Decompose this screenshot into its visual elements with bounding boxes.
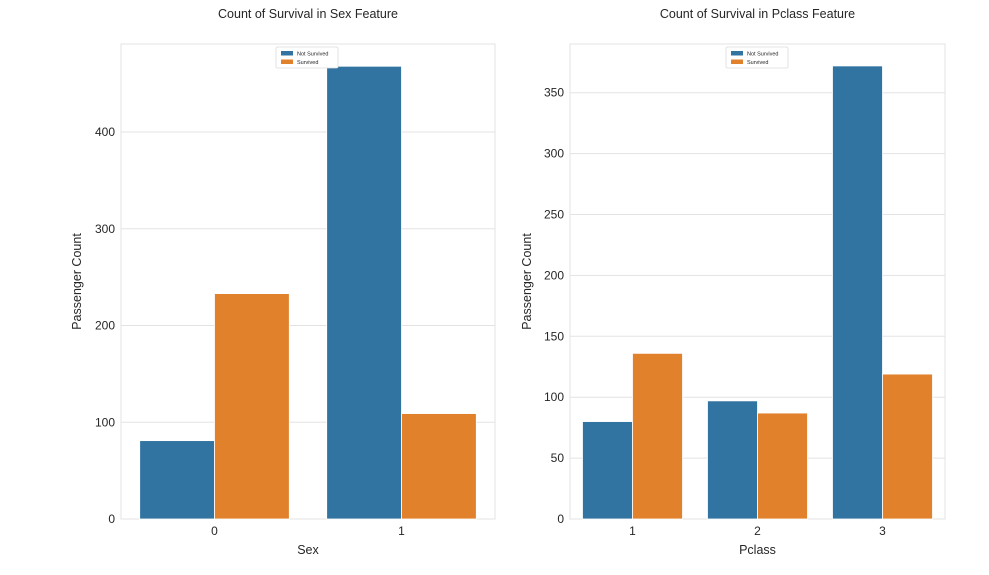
- bar-survived-0: [214, 293, 290, 520]
- x-tick-label: 2: [754, 524, 761, 538]
- y-tick-label: 250: [544, 208, 564, 222]
- x-axis-label: Pclass: [739, 543, 776, 557]
- chart-title: Count of Survival in Sex Feature: [218, 7, 398, 21]
- legend-swatch: [281, 59, 293, 64]
- bar-not-survived-1: [326, 65, 402, 520]
- plot-frame: [120, 43, 496, 520]
- bar-not-survived-1: [582, 421, 633, 520]
- x-tick-label: 1: [629, 524, 636, 538]
- y-tick-label: 200: [95, 319, 115, 333]
- y-tick-label: 100: [95, 415, 115, 429]
- chart-pclass-survival: 0 50 100 150 200 250 300 350 1 2 3 Count of Surviva…: [520, 7, 946, 557]
- legend-entry: Not Survived: [297, 51, 329, 57]
- y-axis-label: Passenger Count: [70, 233, 84, 330]
- y-axis-label: Passenger Count: [520, 233, 534, 330]
- y-tick-label: 150: [544, 329, 564, 343]
- y-tick-label: 300: [95, 222, 115, 236]
- bar-not-survived-0: [139, 440, 215, 520]
- x-tick-label: 0: [211, 524, 218, 538]
- y-tick-label: 0: [557, 512, 564, 526]
- legend-swatch: [281, 51, 293, 56]
- bar-survived-1: [401, 413, 477, 520]
- y-tick-label: 50: [551, 451, 565, 465]
- y-tick-label: 100: [544, 390, 564, 404]
- y-tick-label: 300: [544, 147, 564, 161]
- bar-survived-3: [882, 373, 933, 520]
- x-tick-label: 3: [879, 524, 886, 538]
- legend-entry: Survived: [747, 60, 768, 66]
- x-tick-label: 1: [398, 524, 405, 538]
- bar-not-survived-2: [707, 400, 758, 520]
- legend-entry: Not Survived: [747, 51, 779, 57]
- legend-entry: Survived: [297, 60, 318, 66]
- legend-swatch: [731, 59, 743, 64]
- y-tick-label: 400: [95, 125, 115, 139]
- y-tick-label: 350: [544, 86, 564, 100]
- legend: Not Survived Survived: [725, 46, 789, 69]
- legend: Not Survived Survived: [275, 46, 339, 69]
- bar-not-survived-3: [832, 65, 883, 520]
- bar-survived-2: [757, 412, 808, 520]
- y-tick-label: 200: [544, 268, 564, 282]
- y-tick-label: 0: [108, 512, 115, 526]
- legend-swatch: [731, 51, 743, 56]
- bar-survived-1: [632, 352, 683, 520]
- chart-sex-survival: 0 100 200 300 400 0 1 Count of Survival in Sex …: [70, 7, 496, 557]
- x-axis-label: Sex: [297, 543, 319, 557]
- chart-title: Count of Survival in Pclass Feature: [660, 7, 855, 21]
